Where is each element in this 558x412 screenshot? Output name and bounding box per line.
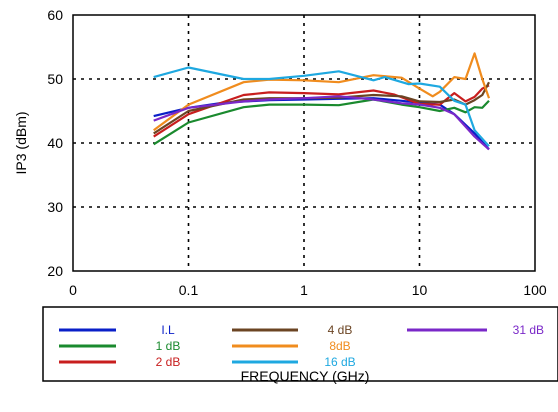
grid-lines — [73, 15, 535, 271]
y-tick-label: 40 — [47, 135, 63, 151]
x-tick-label: 0 — [69, 282, 77, 298]
y-tick-label: 20 — [47, 263, 63, 279]
series-lines — [153, 52, 491, 151]
legend-label-8db: 8dB — [329, 339, 350, 353]
y-axis-title: IP3 (dBm) — [13, 111, 29, 174]
legend-box — [42, 306, 558, 382]
plot-area-frame — [72, 14, 536, 272]
legend-label-1-db: 1 dB — [156, 339, 181, 353]
x-tick-label: 1 — [300, 282, 308, 298]
legend: I.L 4 dB 31 dB 1 dB 8dB 2 dB 16 dB — [59, 323, 544, 369]
x-tick-label: 0.1 — [179, 282, 199, 298]
series-line-1-db — [153, 98, 490, 146]
legend-label-2-db: 2 dB — [156, 355, 181, 369]
legend-label-4-db: 4 dB — [328, 323, 353, 337]
x-tick-label: 10 — [412, 282, 428, 298]
x-tick-label: 100 — [523, 282, 547, 298]
legend-label-16-db: 16 dB — [324, 355, 355, 369]
y-tick-label: 60 — [47, 7, 63, 23]
y-tick-label: 30 — [47, 199, 63, 215]
series-line-16-db — [153, 66, 490, 147]
legend-label-31-db: 31 dB — [513, 323, 544, 337]
y-tick-label: 50 — [47, 71, 63, 87]
series-line-4-db — [153, 81, 490, 135]
series-line-2-db — [153, 84, 490, 138]
axis-ticks: 0 0.1 1 10 100 20 30 40 50 60 — [47, 7, 546, 298]
x-axis-title: FREQUENCY (GHz) — [241, 368, 370, 384]
legend-label-i-l: I.L — [161, 323, 175, 337]
series-line-31-db — [153, 95, 490, 151]
